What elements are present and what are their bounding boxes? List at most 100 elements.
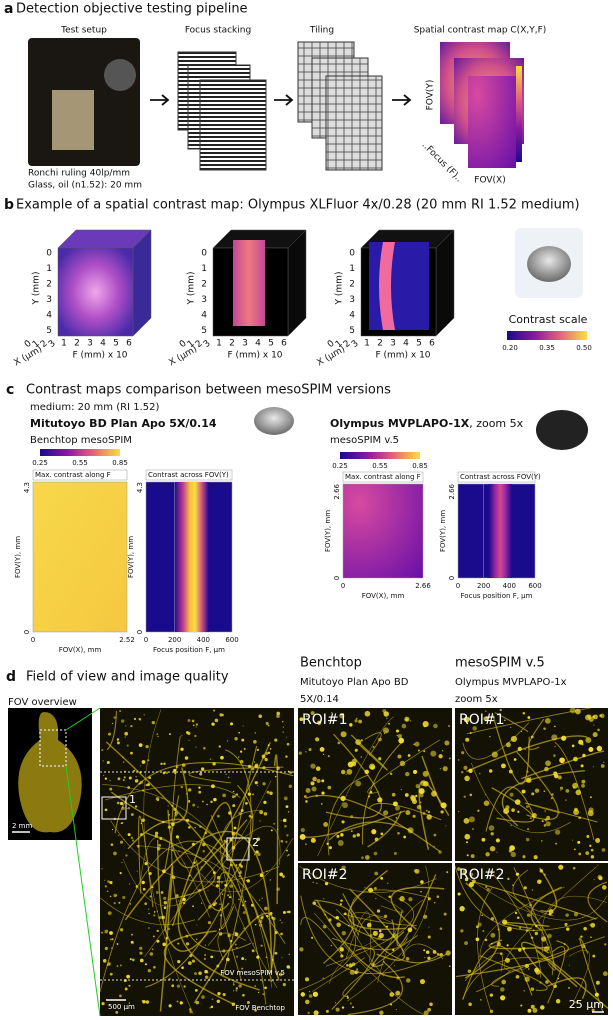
cell bbox=[431, 790, 437, 797]
roi-marker: 1 bbox=[129, 793, 136, 806]
cell bbox=[553, 754, 556, 757]
cell bbox=[227, 894, 230, 897]
cell bbox=[191, 719, 195, 723]
cell bbox=[161, 915, 165, 920]
neurite bbox=[524, 802, 598, 823]
cell bbox=[265, 752, 269, 756]
cell bbox=[601, 848, 606, 852]
cell bbox=[227, 933, 231, 938]
cell bbox=[392, 948, 395, 952]
neurite bbox=[361, 740, 404, 845]
cell bbox=[219, 903, 221, 905]
cell bbox=[312, 776, 317, 782]
cell bbox=[602, 885, 607, 890]
neurite bbox=[490, 870, 542, 978]
cell bbox=[235, 793, 238, 796]
cell bbox=[185, 818, 190, 822]
cell bbox=[442, 750, 444, 752]
cell bbox=[202, 800, 204, 803]
cell bbox=[238, 731, 240, 734]
cell bbox=[263, 872, 265, 874]
cell bbox=[110, 843, 114, 846]
cell bbox=[462, 869, 467, 875]
cell bbox=[289, 967, 291, 969]
cell bbox=[282, 875, 285, 878]
contrast-slice bbox=[233, 240, 265, 326]
cell bbox=[242, 993, 245, 997]
cell bbox=[116, 741, 120, 745]
colorbar-tick: 0.25 bbox=[32, 459, 48, 467]
cell bbox=[156, 910, 158, 912]
y-tick-label: 3 bbox=[46, 295, 52, 305]
cell bbox=[339, 903, 342, 906]
neurite bbox=[188, 766, 284, 784]
cell bbox=[122, 779, 125, 782]
cell bbox=[199, 825, 202, 828]
map-title: Contrast across FOV(Y) bbox=[148, 471, 229, 479]
neurite bbox=[106, 710, 118, 751]
cell bbox=[119, 872, 122, 875]
cell bbox=[388, 722, 391, 725]
cell bbox=[121, 806, 125, 810]
cell bbox=[209, 1007, 211, 1009]
cell bbox=[565, 799, 567, 801]
cell bbox=[266, 870, 268, 873]
cell bbox=[207, 922, 210, 924]
cell bbox=[102, 959, 107, 963]
cell bbox=[531, 792, 535, 796]
map-title: Contrast across FOV(Y) bbox=[460, 473, 541, 481]
colorbar bbox=[340, 452, 420, 459]
cell bbox=[240, 809, 244, 812]
cell bbox=[219, 908, 221, 910]
cell bbox=[300, 992, 306, 997]
y-tick-label: 2 bbox=[201, 280, 207, 290]
column-header: Benchtop bbox=[300, 656, 362, 671]
neurite bbox=[342, 935, 418, 997]
cell bbox=[148, 872, 152, 876]
step-label: Focus stacking bbox=[185, 26, 251, 36]
cell bbox=[425, 809, 428, 812]
cell bbox=[111, 828, 114, 831]
map-frame bbox=[342, 471, 424, 483]
y-tick-label: 3 bbox=[201, 295, 207, 305]
cell bbox=[205, 860, 207, 863]
cell bbox=[534, 788, 540, 793]
objective-photo bbox=[536, 410, 588, 450]
cell bbox=[204, 831, 208, 835]
cell bbox=[322, 924, 327, 929]
column-header: mesoSPIM v.5 bbox=[455, 656, 545, 671]
f-tick-label: 2 bbox=[377, 339, 383, 349]
cell bbox=[316, 778, 321, 783]
cell bbox=[229, 884, 233, 888]
cell bbox=[189, 954, 193, 958]
cell bbox=[342, 802, 348, 809]
cell bbox=[130, 751, 133, 755]
cell bbox=[438, 850, 442, 854]
cell bbox=[257, 852, 261, 857]
y-tick-label: 2.66 bbox=[448, 483, 456, 499]
neurite bbox=[516, 751, 559, 820]
cell bbox=[202, 849, 206, 853]
cell bbox=[544, 818, 548, 822]
cell bbox=[195, 723, 198, 726]
cell bbox=[545, 821, 551, 827]
cell bbox=[603, 761, 605, 763]
cell bbox=[259, 873, 264, 878]
cell bbox=[345, 773, 347, 775]
cell bbox=[524, 748, 526, 750]
cell bbox=[529, 817, 532, 820]
cell bbox=[299, 717, 304, 722]
cell bbox=[257, 991, 260, 994]
cell bbox=[567, 986, 571, 989]
cell bbox=[282, 731, 284, 733]
cell bbox=[181, 735, 183, 737]
cell bbox=[211, 784, 215, 789]
cell bbox=[305, 843, 307, 846]
cell bbox=[377, 797, 383, 803]
cell bbox=[181, 763, 186, 767]
step-label: Tiling bbox=[309, 26, 334, 36]
cell bbox=[440, 810, 444, 814]
cell bbox=[481, 837, 486, 842]
cell bbox=[209, 758, 212, 760]
cell bbox=[214, 901, 217, 905]
